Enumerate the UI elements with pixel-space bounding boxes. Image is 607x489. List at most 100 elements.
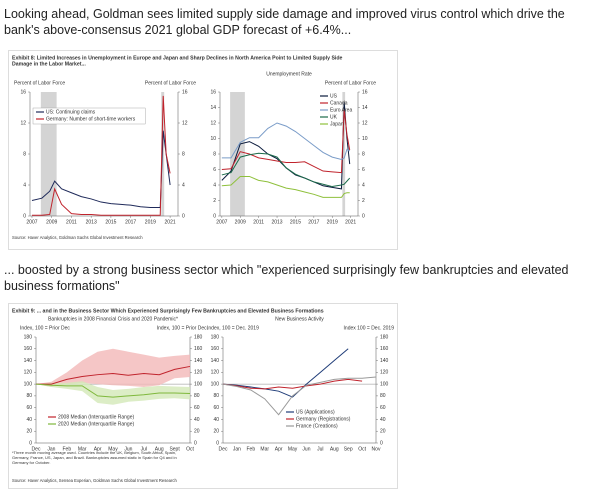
y-tick-label: 120 bbox=[24, 370, 33, 376]
y2-tick-label: 180 bbox=[194, 334, 203, 340]
y-tick-label: 40 bbox=[26, 417, 32, 423]
x-tick-label: Sep bbox=[344, 446, 353, 452]
legend-box bbox=[32, 107, 146, 125]
x-tick-label: Aug bbox=[155, 446, 164, 452]
y2-tick-label: 0 bbox=[182, 213, 185, 219]
legend-label: Japan bbox=[330, 121, 344, 127]
x-tick-label: 2013 bbox=[271, 219, 282, 225]
y2-tick-label: 14 bbox=[362, 105, 368, 111]
y2-tick-label: 6 bbox=[362, 167, 365, 173]
legend-label: 2008 Median (Interquartile Range) bbox=[58, 414, 134, 420]
y2-tick-label: 0 bbox=[380, 440, 383, 446]
y-tick-label: 0 bbox=[29, 440, 32, 446]
y-tick-label: 80 bbox=[26, 393, 32, 399]
source: Source: Haver Analytics, Sensea Experian… bbox=[12, 478, 177, 483]
x-tick-label: Feb bbox=[62, 446, 71, 452]
y2-tick-label: 12 bbox=[182, 120, 188, 126]
x-tick-label: Apr bbox=[275, 446, 283, 452]
y-tick-label: 0 bbox=[23, 213, 26, 219]
y-tick-label: 100 bbox=[24, 381, 33, 387]
x-tick-label: Feb bbox=[247, 446, 256, 452]
range-band bbox=[36, 381, 190, 405]
x-tick-label: Mar bbox=[260, 446, 269, 452]
y2-tick-label: 80 bbox=[380, 393, 386, 399]
y2-axis-label: Index, 100 = Prior Dec. bbox=[157, 325, 208, 331]
y-tick-label: 160 bbox=[211, 346, 220, 352]
y2-tick-label: 100 bbox=[194, 381, 203, 387]
series-line bbox=[31, 95, 171, 216]
y-tick-label: 4 bbox=[23, 182, 26, 188]
y-tick-label: 10 bbox=[210, 136, 216, 142]
series-line bbox=[221, 122, 350, 160]
footnote: Germany, France, US, Japan, and Brazil. … bbox=[12, 455, 177, 460]
x-tick-label: Jun bbox=[124, 446, 132, 452]
x-tick-label: Mar bbox=[78, 446, 87, 452]
y-tick-label: 60 bbox=[26, 405, 32, 411]
x-tick-label: Jun bbox=[302, 446, 310, 452]
series-line bbox=[221, 109, 351, 174]
y2-tick-label: 60 bbox=[194, 405, 200, 411]
x-tick-label: Jul bbox=[141, 446, 147, 452]
y2-tick-label: 20 bbox=[194, 429, 200, 435]
x-tick-label: 2019 bbox=[145, 219, 156, 225]
y2-tick-label: 20 bbox=[380, 429, 386, 435]
series-line bbox=[221, 152, 351, 188]
x-tick-label: 2017 bbox=[308, 219, 319, 225]
x-tick-label: May bbox=[108, 446, 118, 452]
y-tick-label: 2 bbox=[213, 198, 216, 204]
shaded-period bbox=[342, 92, 346, 216]
y-tick-label: 140 bbox=[211, 358, 220, 364]
series-line bbox=[36, 365, 191, 385]
series-line bbox=[222, 376, 377, 416]
y-tick-label: 16 bbox=[20, 89, 26, 95]
y2-tick-label: 16 bbox=[362, 89, 368, 95]
y-tick-label: 80 bbox=[213, 393, 219, 399]
chart-title: Unemployment Rate bbox=[266, 71, 312, 77]
y-tick-label: 40 bbox=[213, 417, 219, 423]
legend-label: US: Continuing claims bbox=[46, 109, 96, 115]
y-tick-label: 6 bbox=[213, 167, 216, 173]
y2-tick-label: 180 bbox=[380, 334, 389, 340]
exhibit-title: Exhibit 8: Limited Increases in Unemploy… bbox=[12, 55, 343, 61]
y2-tick-label: 16 bbox=[182, 89, 188, 95]
y-axis-label: Percent of Labor Force bbox=[14, 80, 65, 86]
x-tick-label: 2007 bbox=[216, 219, 227, 225]
exhibit-title: Damage in the Labor Market... bbox=[12, 61, 86, 67]
chart-title: Bankruptcies in 2008 Financial Crisis an… bbox=[48, 316, 178, 322]
x-tick-label: 2017 bbox=[125, 219, 136, 225]
shaded-period bbox=[230, 92, 245, 216]
legend-label: US (Applications) bbox=[296, 409, 335, 415]
y2-tick-label: 40 bbox=[380, 417, 386, 423]
x-tick-label: Aug bbox=[330, 446, 339, 452]
y2-tick-label: 0 bbox=[194, 440, 197, 446]
y-tick-label: 60 bbox=[213, 405, 219, 411]
paragraph: Looking ahead, Goldman sees limited supp… bbox=[4, 7, 565, 37]
x-tick-label: Dec bbox=[32, 446, 41, 452]
series-line bbox=[221, 175, 350, 198]
x-tick-label: 2013 bbox=[86, 219, 97, 225]
y-tick-label: 160 bbox=[24, 346, 33, 352]
x-tick-label: Jan bbox=[47, 446, 55, 452]
x-tick-label: Apr bbox=[94, 446, 102, 452]
y-tick-label: 20 bbox=[26, 429, 32, 435]
y-tick-label: 12 bbox=[20, 120, 26, 126]
y2-tick-label: 60 bbox=[380, 405, 386, 411]
y2-axis-label: Percent of Labor Force bbox=[145, 80, 196, 86]
x-tick-label: Oct bbox=[186, 446, 194, 452]
legend-label: Germany (Registrations) bbox=[296, 416, 351, 422]
y2-tick-label: 12 bbox=[362, 120, 368, 126]
y2-tick-label: 100 bbox=[380, 381, 389, 387]
legend-label: Euro Area bbox=[330, 107, 352, 113]
y-axis-label: Index, 100 = Prior Dec bbox=[20, 325, 70, 331]
y2-tick-label: 140 bbox=[380, 358, 389, 364]
x-tick-label: Jan bbox=[233, 446, 241, 452]
y-tick-label: 4 bbox=[213, 182, 216, 188]
series-line bbox=[222, 348, 349, 398]
x-tick-label: 2015 bbox=[105, 219, 116, 225]
y2-tick-label: 160 bbox=[380, 346, 389, 352]
x-tick-label: Oct bbox=[358, 446, 366, 452]
x-tick-label: May bbox=[288, 446, 298, 452]
y2-tick-label: 80 bbox=[194, 393, 200, 399]
y2-tick-label: 140 bbox=[194, 358, 203, 364]
exhibit: Exhibit 9: ... and in the Business Secto… bbox=[8, 303, 398, 489]
